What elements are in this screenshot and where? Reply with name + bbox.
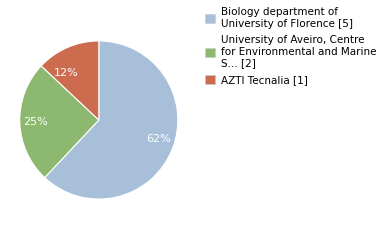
Wedge shape xyxy=(41,41,99,120)
Legend: Biology department of
University of Florence [5], University of Aveiro, Centre
f: Biology department of University of Flor… xyxy=(203,5,378,87)
Text: 62%: 62% xyxy=(147,134,171,144)
Text: 25%: 25% xyxy=(23,117,48,127)
Wedge shape xyxy=(45,41,178,199)
Wedge shape xyxy=(20,66,99,178)
Text: 12%: 12% xyxy=(54,68,78,78)
